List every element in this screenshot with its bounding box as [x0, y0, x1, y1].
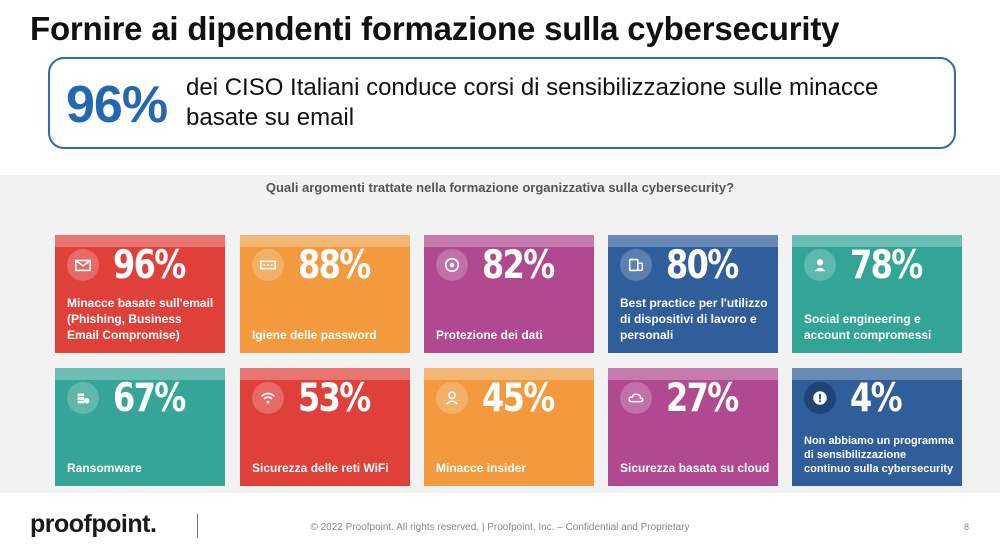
hero-stat-value: 96% — [66, 76, 168, 134]
topic-value: 4% — [850, 376, 903, 421]
footer-copyright: © 2022 Proofpoint. All rights reserved. … — [310, 522, 690, 533]
envelope-icon — [67, 249, 99, 281]
topic-value: 78% — [850, 243, 923, 288]
topic-label: Non abbiamo un programma di sensibilizza… — [804, 435, 954, 475]
topic-label: Social engineering e account compromessi — [804, 312, 932, 342]
topic-tile: 67% Ransomware — [55, 368, 225, 486]
data-protection-icon — [436, 249, 468, 281]
topic-tile: 4% Non abbiamo un programma di sensibili… — [792, 368, 962, 486]
topic-tile: 78% Social engineering e account comprom… — [792, 235, 962, 353]
coins-icon — [67, 382, 99, 414]
topic-tile: 27% Sicurezza basata su cloud — [608, 368, 778, 486]
hero-stat-text: dei CISO Italiani conduce corsi di sensi… — [186, 74, 879, 131]
cloud-icon — [620, 382, 652, 414]
survey-question: Quali argomenti trattate nella formazion… — [265, 180, 735, 195]
topic-label: Sicurezza basata su cloud — [620, 461, 770, 475]
topic-tile: 80% Best practice per l'utilizzo di disp… — [608, 235, 778, 353]
password-icon — [252, 249, 284, 281]
user-icon — [804, 249, 836, 281]
topic-tile: 53% Sicurezza delle reti WiFi — [240, 368, 410, 486]
topic-value: 27% — [666, 376, 739, 421]
topic-value: 45% — [482, 376, 555, 421]
topic-value: 80% — [666, 243, 739, 288]
topic-label: Igiene delle password — [252, 328, 377, 342]
topic-label: Sicurezza delle reti WiFi — [252, 461, 389, 475]
hero-stat-box: 96% dei CISO Italiani conduce corsi di s… — [48, 57, 956, 149]
topic-value: 67% — [113, 376, 186, 421]
topic-value: 88% — [298, 243, 371, 288]
topic-value: 96% — [113, 243, 186, 288]
wifi-icon — [252, 382, 284, 414]
devices-icon — [620, 249, 652, 281]
page-number: 8 — [964, 522, 970, 532]
topic-tile: 96% Minacce basate sull'email (Phishing,… — [55, 235, 225, 353]
slide-title: Fornire ai dipendenti formazione sulla c… — [30, 10, 840, 47]
topic-label: Ransomware — [67, 461, 142, 475]
insider-icon — [436, 382, 468, 414]
topic-label: Best practice per l'utilizzo di disposit… — [620, 296, 768, 342]
topic-tile: 88% Igiene delle password — [240, 235, 410, 353]
topic-label: Protezione dei dati — [436, 328, 543, 342]
topic-tile: 45% Minacce insider — [424, 368, 594, 486]
proofpoint-logo: proofpoint. — [30, 510, 157, 538]
topic-value: 53% — [298, 376, 371, 421]
topic-label: Minacce basate sull'email (Phishing, Bus… — [67, 296, 214, 342]
topic-label: Minacce insider — [436, 461, 527, 475]
topic-tile: 82% Protezione dei dati — [424, 235, 594, 353]
topic-value: 82% — [482, 243, 555, 288]
alert-icon — [804, 382, 836, 414]
footer-divider — [197, 514, 198, 538]
